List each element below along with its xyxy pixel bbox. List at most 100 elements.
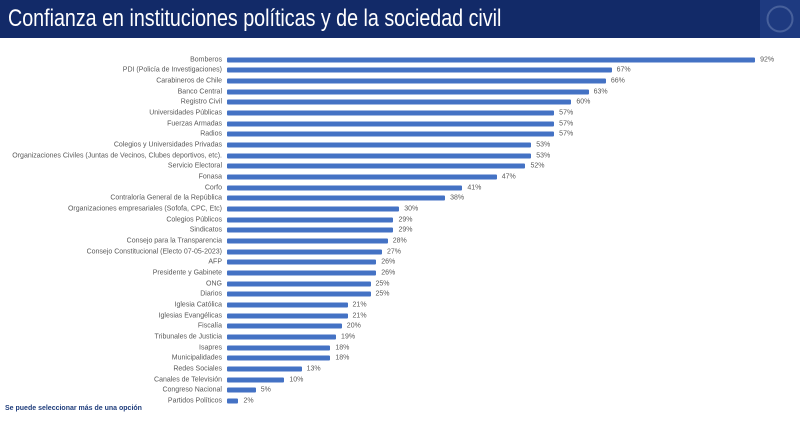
bar-row: Colegios Públicos 29%: [0, 214, 800, 225]
category-label: Banco Central: [177, 88, 222, 95]
bar-row: Organizaciones Civiles (Juntas de Vecino…: [0, 150, 800, 161]
bar: [227, 387, 256, 393]
bar: [227, 302, 348, 308]
value-label: 53%: [536, 141, 551, 149]
bar: [227, 291, 371, 297]
category-label: Consejo para la Transparencia: [126, 237, 222, 245]
value-label: 19%: [341, 333, 356, 341]
bar: [227, 78, 606, 84]
bar-row: Diarios 25%: [0, 289, 800, 300]
category-label: Fuerzas Armadas: [167, 120, 222, 128]
category-label: Consejo Constitucional (Electo 07-05-202…: [86, 248, 222, 256]
bar-row: Corfo 41%: [0, 182, 800, 193]
bar-row: Carabineros de Chile 66%: [0, 75, 800, 86]
value-label: 63%: [593, 88, 608, 95]
bar-row: Congreso Nacional 5%: [0, 385, 800, 396]
bar-row: Universidades Públicas 57%: [0, 107, 800, 118]
value-label: 47%: [501, 173, 516, 181]
category-label: Presidente y Gabinete: [152, 269, 222, 277]
category-label: Radios: [200, 130, 222, 138]
bar: [227, 89, 589, 94]
bar-row: Presidente y Gabinete 26%: [0, 267, 800, 278]
category-label: Fonasa: [198, 173, 222, 181]
category-label: Organizaciones empresariales (Sofofa, CP…: [67, 205, 222, 213]
bar-row: Fuerzas Armadas 57%: [0, 118, 800, 129]
title-banner: Confianza en instituciones políticas y d…: [0, 0, 800, 38]
bar: [227, 281, 371, 287]
category-label: Registro Civil: [180, 98, 222, 106]
bar-row: Banco Central 63%: [0, 86, 800, 97]
value-label: 41%: [467, 184, 482, 192]
bar-row: Registro Civil 60%: [0, 97, 800, 108]
bar: [227, 270, 377, 276]
value-label: 26%: [381, 269, 396, 277]
bar: [227, 238, 388, 244]
category-label: Organizaciones Civiles (Juntas de Vecino…: [12, 152, 222, 160]
bar: [227, 227, 394, 233]
bar-row: Servicio Electoral 52%: [0, 161, 800, 172]
bar: [227, 398, 239, 404]
value-label: 10%: [289, 376, 304, 384]
value-label: 25%: [375, 280, 390, 288]
value-label: 53%: [536, 152, 551, 160]
category-label: Colegios y Universidades Privadas: [113, 141, 222, 149]
value-label: 18%: [335, 354, 350, 362]
bar: [227, 217, 394, 223]
category-label: Carabineros de Chile: [156, 77, 222, 85]
bar-row: Bomberos 92%: [0, 54, 800, 65]
value-label: 67%: [616, 66, 631, 74]
bar-row: Contraloría General de la República 38%: [0, 193, 800, 204]
bar-row: Radios 57%: [0, 129, 800, 140]
category-label: AFP: [208, 258, 222, 266]
bar-row: Consejo Constitucional (Electo 07-05-202…: [0, 246, 800, 257]
bar-row: AFP 26%: [0, 257, 800, 268]
bar: [227, 99, 572, 105]
bar-row: Redes Sociales 13%: [0, 363, 800, 374]
category-label: Sindicatos: [189, 226, 222, 234]
category-label: ONG: [206, 280, 222, 288]
value-label: 57%: [559, 109, 574, 117]
bar: [227, 206, 400, 212]
bar-row: Partidos Políticos 2%: [0, 395, 800, 406]
category-label: Iglesias Evangélicas: [158, 312, 222, 320]
category-label: Isapres: [199, 344, 222, 352]
category-label: Canales de Televisión: [154, 376, 222, 384]
bar-row: Organizaciones empresariales (Sofofa, CP…: [0, 203, 800, 214]
category-label: Municipalidades: [171, 354, 222, 362]
category-label: Diarios: [200, 290, 222, 298]
bar: [227, 334, 337, 340]
value-label: 57%: [559, 130, 574, 138]
category-label: Partidos Políticos: [167, 397, 222, 405]
value-label: 5%: [260, 386, 271, 394]
value-label: 27%: [386, 248, 401, 256]
value-label: 25%: [375, 290, 390, 298]
bar-row: Colegios y Universidades Privadas 53%: [0, 139, 800, 150]
logo-box: [760, 0, 800, 38]
bar: [227, 57, 756, 62]
page-title: Confianza en instituciones políticas y d…: [8, 5, 502, 32]
bar: [227, 249, 382, 255]
logo-circle-icon: [766, 5, 794, 33]
value-label: 57%: [559, 120, 574, 128]
value-label: 38%: [450, 194, 465, 202]
value-label: 13%: [306, 365, 321, 373]
bar-row: Canales de Televisión 10%: [0, 374, 800, 385]
bar-row: ONG 25%: [0, 278, 800, 289]
category-label: Contraloría General de la República: [110, 194, 222, 202]
bar: [227, 110, 555, 116]
value-label: 29%: [398, 226, 413, 234]
value-label: 52%: [530, 162, 545, 170]
value-label: 28%: [392, 237, 407, 245]
bar: [227, 131, 555, 137]
category-label: Congreso Nacional: [162, 386, 222, 394]
bar-row: PDI (Policía de Investigaciones) 67%: [0, 65, 800, 76]
bar-row: Iglesia Católica 21%: [0, 299, 800, 310]
category-label: Servicio Electoral: [167, 162, 222, 170]
category-label: Colegios Públicos: [166, 216, 222, 224]
bar: [227, 67, 612, 73]
value-label: 2%: [243, 397, 254, 405]
bar: [227, 195, 446, 201]
footnote: Se puede seleccionar más de una opción: [5, 405, 142, 412]
